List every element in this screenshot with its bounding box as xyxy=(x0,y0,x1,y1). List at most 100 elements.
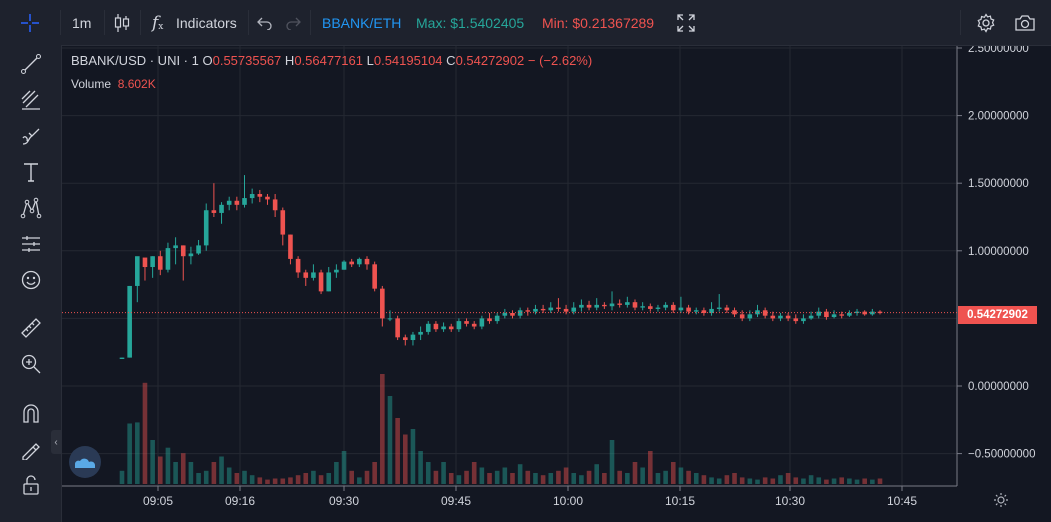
volume-bar xyxy=(670,462,676,484)
fullscreen-icon[interactable] xyxy=(677,0,695,45)
candle-body xyxy=(180,245,186,257)
volume-bar xyxy=(295,475,301,484)
candle-body xyxy=(448,326,454,330)
candle-body xyxy=(755,310,760,315)
fib-icon[interactable] xyxy=(18,87,44,113)
camera-icon[interactable] xyxy=(1014,0,1036,45)
volume-bar xyxy=(249,475,255,484)
volume-value: 8.602K xyxy=(117,77,156,91)
indicators-button[interactable]: Indicators xyxy=(176,14,237,31)
ruler-icon[interactable] xyxy=(18,315,44,341)
candle-body xyxy=(747,314,753,319)
volume-bar xyxy=(533,473,538,484)
unlock-icon[interactable] xyxy=(18,472,44,498)
collapse-toolbar-button[interactable]: ‹ xyxy=(51,430,61,454)
candle-body xyxy=(456,321,462,330)
candle-body xyxy=(548,307,554,311)
candle-body xyxy=(395,318,400,338)
volume-bar xyxy=(762,477,768,484)
volume-bar xyxy=(594,464,600,484)
candle-body xyxy=(464,321,469,324)
volume-bar xyxy=(180,453,186,484)
volume-bar xyxy=(770,478,776,484)
x-tick-label: 09:30 xyxy=(329,494,359,508)
toolbar-separator xyxy=(310,10,311,35)
candle-body xyxy=(609,303,615,307)
candle-body xyxy=(571,307,577,312)
pair-button[interactable]: BBANK/ETH xyxy=(322,14,402,31)
candle-body xyxy=(808,315,814,319)
candle-body xyxy=(648,306,653,309)
max-price-label: Max: $1.5402405 xyxy=(416,14,525,31)
candle-body xyxy=(418,331,423,335)
volume-bar xyxy=(303,473,309,484)
volume-bar xyxy=(617,470,622,484)
price-chart[interactable]: 2.50000000 2.00000000 1.50000000 1.00000000… xyxy=(62,46,1051,522)
volume-bar xyxy=(831,478,837,484)
lock-drawings-icon[interactable] xyxy=(18,436,44,462)
open-value: 0.55735567 xyxy=(212,53,282,68)
drawing-toolbar xyxy=(0,45,62,522)
trend-line-icon[interactable] xyxy=(18,51,44,77)
volume-bar xyxy=(211,462,217,484)
volume-bar xyxy=(793,477,799,484)
brush-icon[interactable] xyxy=(18,123,44,149)
volume-bar xyxy=(870,479,875,484)
volume-bar xyxy=(502,467,508,484)
candle-body xyxy=(357,258,362,265)
candle-body xyxy=(556,307,561,309)
volume-bar xyxy=(326,473,332,484)
high-label: H xyxy=(284,53,295,68)
volume-bar xyxy=(364,470,370,484)
volume-bar xyxy=(395,418,400,484)
settings-gear-icon[interactable] xyxy=(976,0,996,45)
close-value: 0.54272902 xyxy=(455,53,525,68)
volume-bar xyxy=(540,475,546,484)
candle-body xyxy=(242,198,247,205)
candle-body xyxy=(816,311,822,316)
volume-bar xyxy=(425,462,431,484)
volume-bar xyxy=(739,477,745,484)
candles-style-icon[interactable] xyxy=(113,0,131,45)
volume-bar xyxy=(701,475,707,484)
emoji-icon[interactable] xyxy=(18,267,44,293)
prediction-icon[interactable] xyxy=(18,231,44,257)
crosshair-mode-icon[interactable] xyxy=(16,0,44,45)
candle-body xyxy=(709,308,714,313)
candle-body xyxy=(280,210,286,235)
volume-bar xyxy=(142,382,148,484)
volume-bar xyxy=(311,470,316,484)
scale-settings-icon[interactable] xyxy=(993,492,1011,510)
candle-body xyxy=(824,311,829,318)
candle-body xyxy=(785,315,791,319)
volume-bar xyxy=(265,479,270,484)
pattern-icon[interactable] xyxy=(18,195,44,221)
low-value: 0.54195104 xyxy=(373,53,443,68)
interval-button[interactable]: 1m xyxy=(72,14,92,31)
candle-body xyxy=(563,308,569,312)
symbol-label: BBANK/USD · UNI · 1 xyxy=(71,53,199,68)
magnet-icon[interactable] xyxy=(18,400,44,426)
candle-body xyxy=(839,314,845,316)
zoom-in-icon[interactable] xyxy=(18,351,44,377)
volume-bar xyxy=(372,462,377,484)
volume-bar xyxy=(119,470,125,484)
x-tick-label: 09:05 xyxy=(143,494,173,508)
candle-body xyxy=(525,310,531,312)
min-price-label: Min: $0.21367289 xyxy=(542,14,655,31)
volume-bar xyxy=(517,464,523,484)
redo-icon[interactable] xyxy=(285,0,301,45)
candle-body xyxy=(801,318,806,322)
volume-bar xyxy=(579,475,584,484)
volume-legend: Volume 8.602K xyxy=(71,77,156,91)
toolbar-separator xyxy=(140,10,141,35)
toolbar-separator xyxy=(60,10,61,35)
volume-bar xyxy=(127,423,132,484)
text-icon[interactable] xyxy=(18,159,44,185)
volume-bar xyxy=(663,470,668,484)
candle-body xyxy=(272,199,278,211)
undo-icon[interactable] xyxy=(257,0,273,45)
tradingview-logo-icon[interactable] xyxy=(69,446,101,478)
volume-bar xyxy=(785,473,791,484)
